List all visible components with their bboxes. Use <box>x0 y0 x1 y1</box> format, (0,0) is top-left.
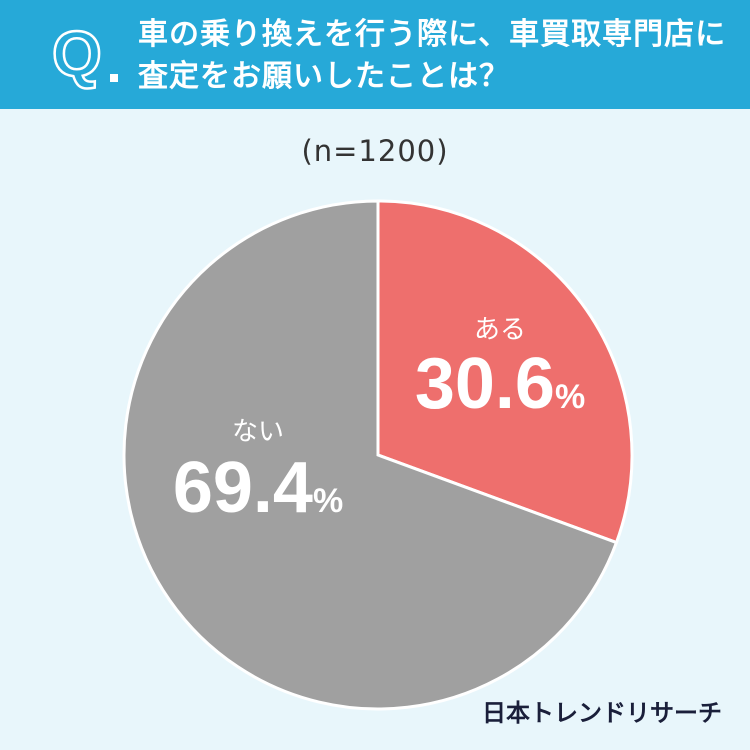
slice-value-no: 69.4% <box>173 448 343 528</box>
slice-value-yes: 30.6% <box>415 344 585 424</box>
question-header: Q 車の乗り換えを行う際に、車買取専門店に 査定をお願いしたことは？ <box>0 0 750 109</box>
sample-size: (n=1200) <box>301 134 449 168</box>
pie-slice-no <box>122 199 619 711</box>
slice-label-no: ない <box>232 417 284 447</box>
slice-label-yes: ある <box>474 315 526 345</box>
question-title: 車の乗り換えを行う際に、車買取専門店に 査定をお願いしたことは？ <box>138 14 728 98</box>
q-letter: Q <box>52 18 102 90</box>
question-line-2: 査定をお願いしたことは？ <box>138 59 510 94</box>
question-line-1: 車の乗り換えを行う際に、車買取専門店に <box>138 17 727 52</box>
brand-logo: 日本トレンドリサーチ <box>482 699 722 727</box>
q-icon: Q <box>52 17 118 91</box>
pie-slice-yes <box>376 199 634 545</box>
q-dot <box>110 74 118 82</box>
